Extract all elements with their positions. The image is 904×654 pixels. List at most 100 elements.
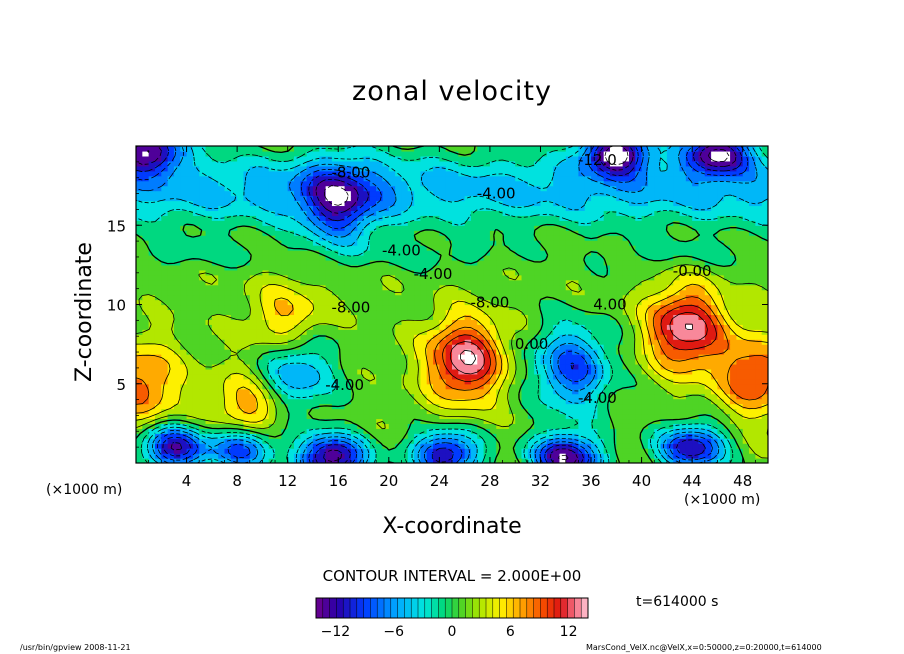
heatmap-cell bbox=[142, 428, 150, 434]
heatmap-cell bbox=[489, 388, 497, 395]
heatmap-cell bbox=[679, 274, 687, 281]
heatmap-cell bbox=[433, 264, 440, 271]
heatmap-cell bbox=[325, 354, 333, 360]
heatmap-cell bbox=[578, 259, 586, 266]
heatmap-cell bbox=[445, 299, 453, 306]
heatmap-cell bbox=[388, 324, 396, 330]
heatmap-cell bbox=[502, 363, 510, 370]
heatmap-cell bbox=[148, 324, 156, 330]
heatmap-cell bbox=[483, 448, 491, 454]
heatmap-cell bbox=[458, 423, 466, 429]
heatmap-cell bbox=[205, 413, 213, 420]
heatmap-cell bbox=[458, 309, 466, 315]
heatmap-cell bbox=[692, 428, 700, 434]
heatmap-cell bbox=[660, 279, 668, 286]
heatmap-cell bbox=[294, 358, 301, 365]
heatmap-cell bbox=[654, 274, 662, 281]
heatmap-cell bbox=[224, 259, 232, 266]
heatmap-cell bbox=[502, 443, 510, 449]
heatmap-cell bbox=[483, 254, 491, 261]
heatmap-cell bbox=[142, 235, 150, 241]
heatmap-cell bbox=[692, 299, 700, 306]
heatmap-cell bbox=[154, 329, 162, 335]
heatmap-cell bbox=[319, 284, 327, 291]
heatmap-cell bbox=[256, 264, 263, 271]
heatmap-cell bbox=[420, 393, 428, 400]
heatmap-cell bbox=[515, 334, 523, 340]
heatmap-cell bbox=[470, 378, 478, 385]
heatmap-cell bbox=[167, 329, 175, 335]
heatmap-cell bbox=[660, 349, 668, 355]
heatmap-cell bbox=[553, 448, 561, 454]
heatmap-cell bbox=[148, 403, 156, 410]
heatmap-cell bbox=[603, 245, 611, 251]
heatmap-cell bbox=[673, 230, 681, 236]
heatmap-cell bbox=[654, 349, 662, 355]
heatmap-cell bbox=[344, 428, 352, 434]
heatmap-cell bbox=[515, 240, 523, 246]
heatmap-cell bbox=[685, 358, 693, 365]
heatmap-cell bbox=[470, 433, 478, 439]
heatmap-cell bbox=[755, 264, 763, 271]
heatmap-cell bbox=[654, 294, 662, 301]
heatmap-cell bbox=[192, 215, 200, 221]
heatmap-cell bbox=[616, 240, 624, 246]
heatmap-cell bbox=[395, 329, 403, 335]
heatmap-cell bbox=[521, 403, 529, 410]
heatmap-cell bbox=[199, 408, 207, 415]
heatmap-cell bbox=[508, 294, 516, 301]
heatmap-cell bbox=[154, 453, 162, 459]
heatmap-cell bbox=[666, 294, 674, 301]
heatmap-cell bbox=[685, 443, 693, 449]
heatmap-cell bbox=[610, 349, 617, 355]
heatmap-cell bbox=[350, 319, 358, 325]
heatmap-cell bbox=[761, 250, 768, 256]
heatmap-cell bbox=[312, 428, 320, 434]
heatmap-cell bbox=[730, 349, 737, 355]
heatmap-cell bbox=[527, 299, 535, 306]
heatmap-cell bbox=[363, 433, 371, 439]
heatmap-cell bbox=[452, 368, 459, 375]
heatmap-cell bbox=[281, 329, 289, 335]
heatmap-cell bbox=[426, 383, 434, 390]
heatmap-cell bbox=[338, 279, 346, 286]
heatmap-cell bbox=[275, 324, 282, 330]
heatmap-cell bbox=[622, 274, 630, 281]
heatmap-cell bbox=[578, 378, 586, 385]
heatmap-cell bbox=[224, 453, 232, 459]
heatmap-cell bbox=[616, 250, 624, 256]
heatmap-cell bbox=[508, 254, 516, 261]
heatmap-cell bbox=[546, 245, 554, 251]
heatmap-cell bbox=[414, 299, 421, 306]
heatmap-cell bbox=[331, 250, 339, 256]
heatmap-cell bbox=[420, 344, 428, 350]
heatmap-cell bbox=[723, 339, 731, 345]
heatmap-cell bbox=[439, 264, 447, 271]
heatmap-cell bbox=[483, 294, 491, 301]
heatmap-cell bbox=[628, 413, 636, 420]
heatmap-cell bbox=[161, 245, 169, 251]
heatmap-cell bbox=[458, 354, 466, 360]
heatmap-cell bbox=[395, 438, 403, 444]
heatmap-cell bbox=[641, 225, 649, 231]
heatmap-cell bbox=[142, 269, 150, 276]
heatmap-cell bbox=[173, 448, 181, 454]
heatmap-cell bbox=[192, 289, 200, 296]
heatmap-cell bbox=[483, 363, 491, 370]
heatmap-cell bbox=[199, 363, 207, 370]
heatmap-cell bbox=[635, 264, 643, 271]
heatmap-cell bbox=[224, 368, 232, 375]
heatmap-cell bbox=[458, 443, 466, 449]
heatmap-cell bbox=[730, 294, 737, 301]
heatmap-cell bbox=[275, 408, 282, 415]
heatmap-cell bbox=[186, 344, 194, 350]
heatmap-cell bbox=[641, 319, 649, 325]
heatmap-cell bbox=[711, 220, 719, 226]
heatmap-cell bbox=[597, 373, 605, 380]
heatmap-cell bbox=[458, 418, 466, 424]
heatmap-cell bbox=[350, 254, 358, 261]
heatmap-cell bbox=[306, 344, 314, 350]
heatmap-cell bbox=[338, 235, 346, 241]
heatmap-cell bbox=[287, 363, 295, 370]
heatmap-cell bbox=[281, 259, 289, 266]
